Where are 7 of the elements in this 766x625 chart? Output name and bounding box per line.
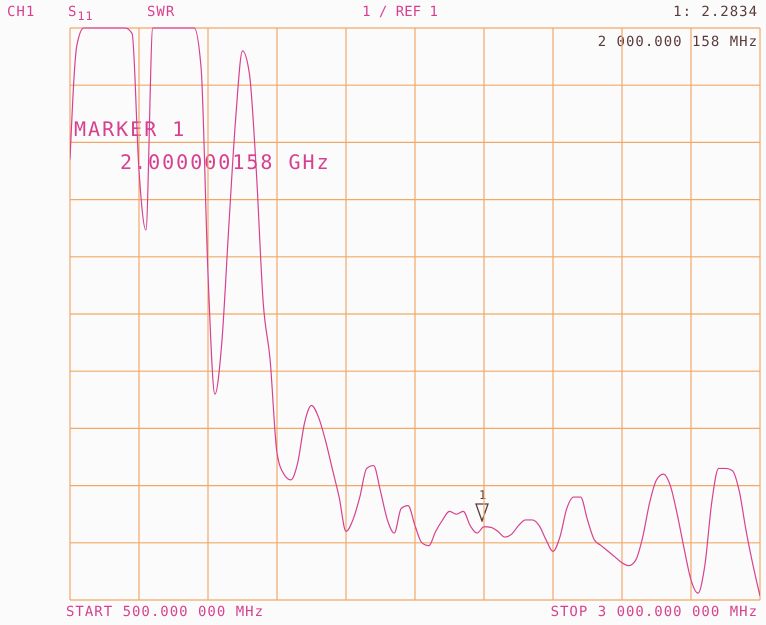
text: S$_{11}$ <box>68 4 94 23</box>
text: SWR <box>147 4 176 21</box>
text: START 500.000 000 MHz <box>66 604 264 621</box>
chart-title: 1 / REF 1 <box>361 4 439 20</box>
text: 1: 2.2834 <box>673 4 758 21</box>
text: CH1 <box>7 4 36 21</box>
text: STOP 3 000.000 000 MHz <box>550 604 758 621</box>
